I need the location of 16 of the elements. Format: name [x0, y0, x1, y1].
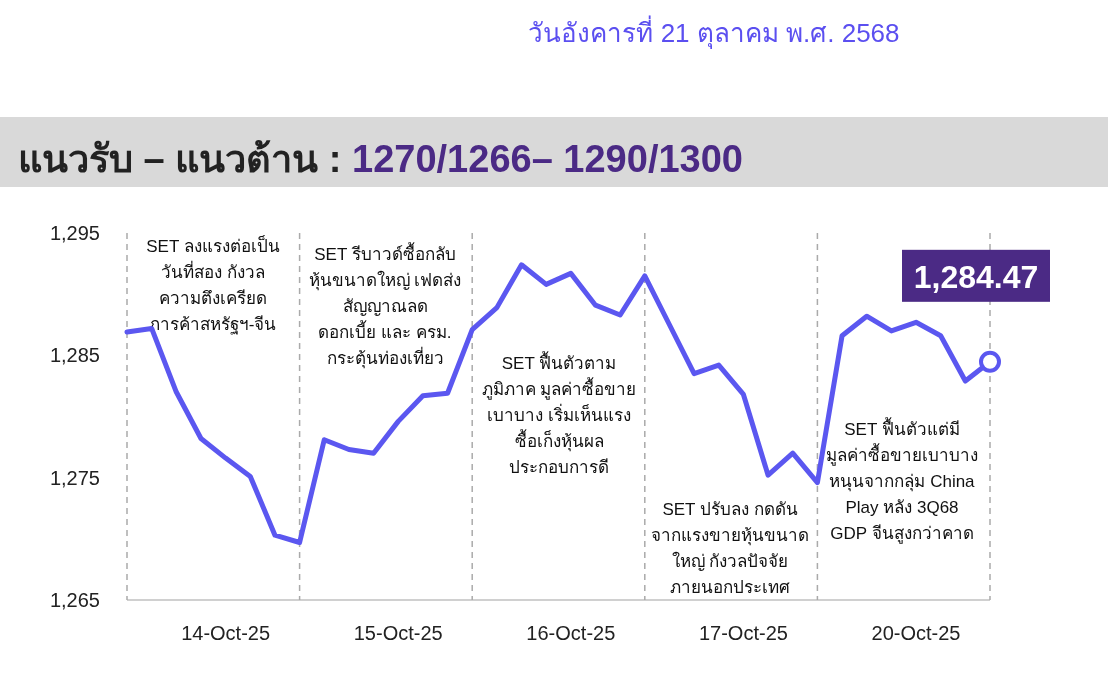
title: แนวรับ – แนวต้าน : 1270/1266– 1290/1300 [18, 138, 743, 180]
x-tick-label: 14-Oct-25 [181, 622, 271, 644]
annotation: SET รีบาวด์ซื้อกลับ หุ้นขนาดใหญ่ เฟดส่ง สัญญาณลด ดอกเบี้ย และ ครม. กระตุ้นท่องเที่ยว [308, 242, 462, 369]
x-tick-label: 15-Oct-25 [353, 622, 443, 644]
x-tick-label: 17-Oct-25 [698, 622, 788, 644]
annotation: SET ลงแรงต่อเป็น วันที่สอง กังวล ความตึงเครียด การค้าสหรัฐฯ-จีน [146, 235, 280, 335]
y-tick-label: 1,275 [49, 466, 100, 489]
annotation: SET ปรับลง กดดัน จากแรงขายหุ้นขนาด ใหญ่ กังวลปัจจัย ภายนอกประเทศ [651, 500, 809, 597]
y-tick-label: 1,295 [49, 222, 100, 244]
x-tick-label: 20-Oct-25 [871, 622, 961, 644]
y-tick-label: 1,265 [49, 589, 100, 611]
annotation: SET ฟื้นตัวแต่มี มูลค่าซื้อขายเบาบาง หนุนจากกลุ่ม China Play หลัง 3Q68 GDP จีนสูงกว่าคาด [826, 417, 978, 544]
x-tick-label: 16-Oct-25 [526, 622, 616, 644]
data-label: 1,284.47 [913, 258, 1039, 295]
annotation: SET ฟื้นตัวตาม ภูมิภาค มูลค่าซื้อขาย เบาบาง เริ่มเห็นแรง ซื้อเก็งหุ้นผล ประกอบการดี [481, 351, 637, 477]
y-tick-label: 1,285 [49, 344, 100, 367]
